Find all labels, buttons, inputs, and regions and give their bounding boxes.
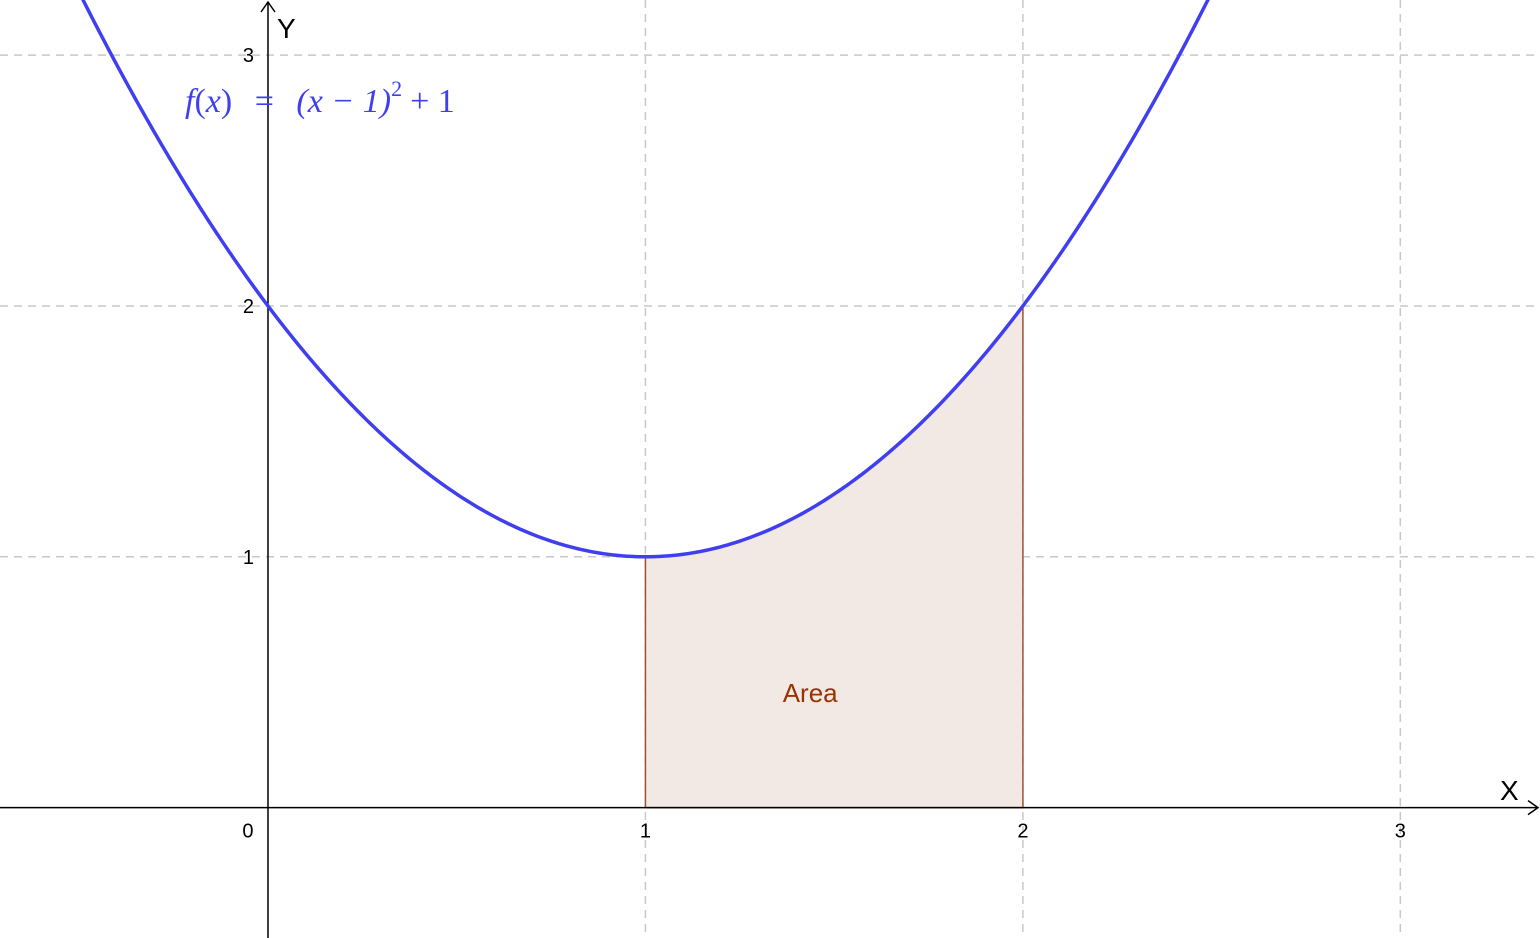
formula-equals: = [255, 83, 274, 120]
y-tick-3: 3 [243, 45, 254, 67]
formula-tail: + 1 [410, 83, 455, 120]
y-axis-label: Y [277, 13, 296, 44]
formula-open-paren: ( [194, 83, 205, 120]
function-curve [81, 0, 1210, 559]
y-axis-arrow [260, 0, 276, 13]
x-tick-3: 3 [1395, 821, 1406, 843]
x-axis-label: X [1500, 775, 1519, 806]
area-label: Area [783, 678, 838, 708]
x-tick-labels: 0 1 2 3 [242, 821, 1405, 843]
x-tick-2: 2 [1017, 821, 1028, 843]
x-axis-arrow [1527, 799, 1540, 816]
formula-base: (x − 1) [296, 83, 391, 120]
y-tick-labels: 1 2 3 [243, 45, 254, 569]
formula-close-paren: ) [221, 83, 232, 120]
formula-exponent: 2 [391, 76, 402, 101]
y-tick-1: 1 [243, 547, 254, 569]
x-tick-1: 1 [640, 821, 651, 843]
x-tick-0: 0 [242, 821, 253, 843]
function-label: f(x) = (x − 1)2 + 1 [185, 76, 455, 120]
formula-x: x [205, 83, 221, 120]
y-tick-2: 2 [243, 296, 254, 318]
area-region [643, 303, 1024, 809]
